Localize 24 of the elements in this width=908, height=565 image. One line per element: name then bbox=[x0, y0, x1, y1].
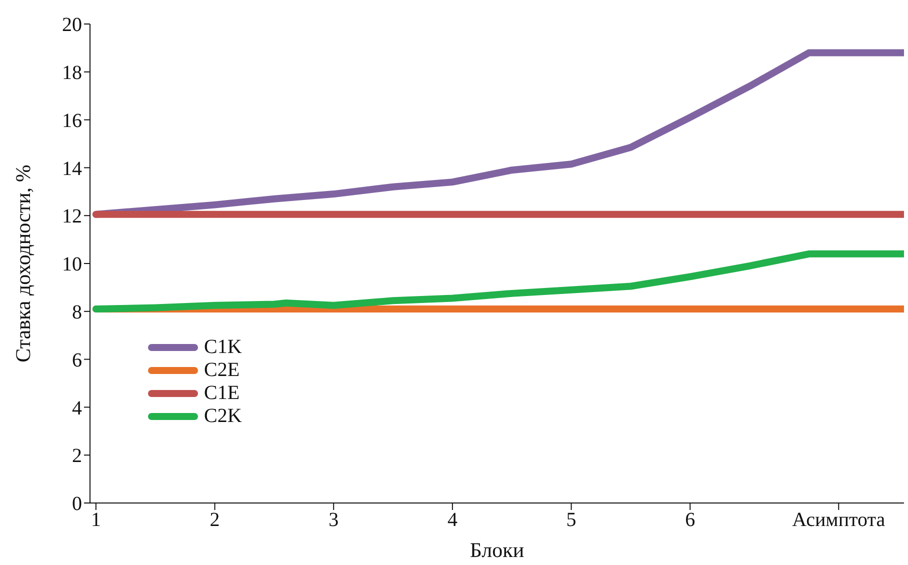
x-tick-label: 2 bbox=[210, 509, 220, 532]
y-tick-label: 4 bbox=[72, 397, 82, 420]
x-tick-label: 1 bbox=[90, 509, 101, 532]
x-tick-label: 3 bbox=[328, 509, 339, 532]
x-tick-label: 6 bbox=[685, 509, 696, 532]
y-tick-label: 10 bbox=[62, 254, 82, 276]
y-tick-label: 2 bbox=[72, 445, 82, 468]
y-tick-label: 0 bbox=[72, 493, 82, 516]
y-tick-label: 12 bbox=[62, 206, 82, 228]
legend-label: C2E bbox=[204, 359, 240, 382]
x-tick-label: Асимптота bbox=[792, 509, 886, 532]
y-tick-label: 16 bbox=[62, 110, 82, 132]
legend-label: C1E bbox=[204, 382, 240, 405]
y-tick-label: 18 bbox=[62, 62, 82, 84]
x-tick-label: 4 bbox=[447, 509, 458, 532]
y-tick-label: 8 bbox=[72, 302, 82, 324]
x-tick-label: 5 bbox=[566, 509, 576, 532]
y-tick-label: 6 bbox=[72, 349, 82, 372]
y-axis-title: Ставка доходности, % bbox=[11, 164, 35, 362]
legend-label: C2K bbox=[204, 405, 242, 428]
x-axis-title: Блоки bbox=[470, 538, 524, 562]
y-tick-label: 20 bbox=[62, 14, 82, 36]
y-tick-label: 14 bbox=[62, 158, 82, 180]
legend-label: C1K bbox=[204, 336, 242, 359]
